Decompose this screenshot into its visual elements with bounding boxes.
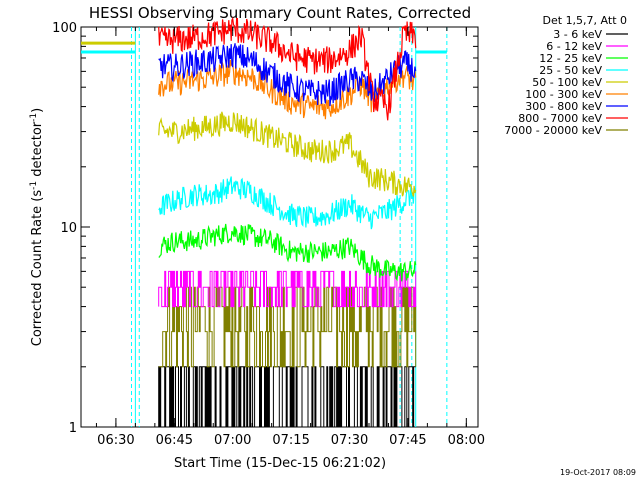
x-tick-label-1: 06:45	[156, 433, 193, 448]
series-25-50-kev	[158, 176, 417, 230]
x-tick-label-5: 07:45	[389, 433, 426, 448]
legend-label-8: 7000 - 20000 keV	[504, 124, 602, 137]
chart-title: HESSI Observing Summary Count Rates, Cor…	[89, 4, 471, 22]
legend-label-2: 12 - 25 keV	[539, 52, 602, 65]
legend-label-4: 50 - 100 keV	[532, 76, 602, 89]
y-tick-label-2: 100	[52, 21, 77, 36]
legend-label-1: 6 - 12 keV	[546, 40, 602, 53]
legend-label-7: 800 - 7000 keV	[518, 112, 602, 125]
x-tick-label-0: 06:30	[97, 433, 134, 448]
x-tick-label-2: 07:00	[214, 433, 251, 448]
legend-title: Det 1,5,7, Att 0	[543, 14, 627, 27]
y-label-part-3: )	[30, 108, 45, 113]
y-tick-label-1: 10	[60, 221, 77, 236]
x-tick-label-3: 07:15	[272, 433, 309, 448]
y-label-sup-2: -1	[29, 113, 39, 122]
series-6-12-kev	[158, 270, 417, 308]
generation-timestamp: 19-Oct-2017 08:09	[560, 468, 636, 477]
y-axis-label: Corrected Count Rate (s-1 detector-1)	[29, 108, 45, 346]
series-layer	[81, 16, 447, 428]
y-label-part-1: Corrected Count Rate (s	[30, 190, 45, 347]
y-tick-label-0: 1	[69, 421, 77, 436]
legend-label-6: 300 - 800 keV	[525, 100, 602, 113]
series-800-7000-kev	[158, 16, 417, 121]
x-tick-label-6: 08:00	[448, 433, 485, 448]
legend-label-0: 3 - 6 keV	[553, 28, 602, 41]
y-label-sup-1: -1	[29, 181, 39, 190]
x-tick-label-4: 07:30	[331, 433, 368, 448]
axes: 1 10 100 06:30 06:45 07:00 07:15 07:30 07:45 08:0…	[52, 21, 485, 448]
x-axis-label: Start Time (15-Dec-15 06:21:02)	[174, 456, 386, 471]
series-50-100-kev	[158, 111, 417, 197]
reference-lines	[130, 27, 448, 427]
series-12-25-kev	[158, 223, 417, 282]
series-3-6-kev	[158, 366, 416, 428]
legend-label-5: 100 - 300 keV	[525, 88, 602, 101]
legend-label-3: 25 - 50 keV	[539, 64, 602, 77]
y-label-part-2: detector	[30, 121, 45, 181]
